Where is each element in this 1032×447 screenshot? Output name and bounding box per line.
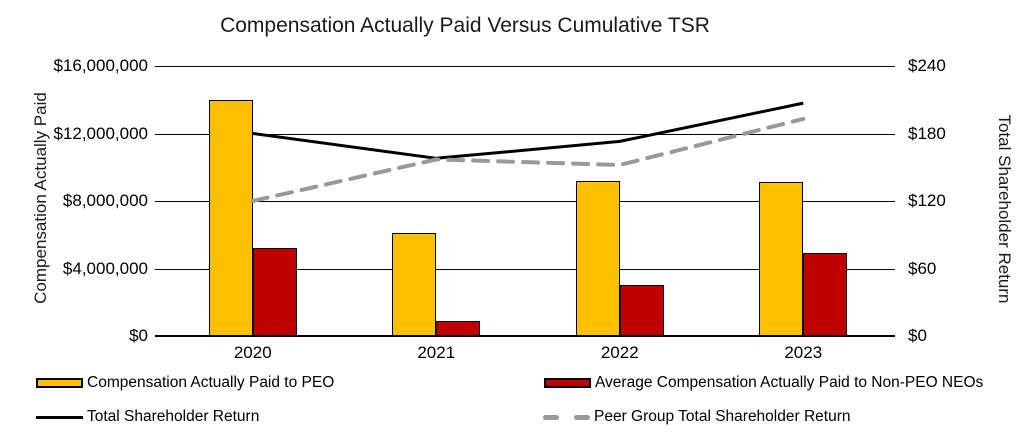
left-tick-label: $0 (129, 326, 148, 345)
peo-bar-swatch-icon (36, 378, 83, 388)
bars-layer (161, 66, 895, 336)
peo-cap-bar-2020 (209, 100, 253, 336)
legend-label-peer-tsr: Peer Group Total Shareholder Return (594, 408, 851, 425)
left-tick-label: $16,000,000 (53, 56, 148, 75)
legend-item-peer-tsr: Peer Group Total Shareholder Return (543, 408, 850, 426)
right-tick-label: $120 (908, 191, 946, 210)
legend-label-nonpeo-cap: Average Compensation Actually Paid to No… (595, 374, 984, 391)
peer-tsr-dash-swatch-icon (543, 414, 590, 420)
left-tick-label: $8,000,000 (62, 191, 148, 210)
nonpeo-cap-bar-2021 (436, 321, 480, 336)
dash-segment-icon (543, 414, 559, 420)
x-tick-label: 2022 (600, 343, 639, 362)
peo-cap-bar-2021 (392, 233, 436, 336)
tsr-line-swatch-icon (36, 415, 83, 419)
tsr-line (252, 101, 804, 160)
right-tick-label: $0 (908, 326, 927, 345)
left-tick-label: $12,000,000 (53, 123, 148, 143)
chart-title: Compensation Actually Paid Versus Cumula… (220, 14, 710, 37)
x-axis-baseline (155, 335, 895, 337)
gridline (155, 201, 895, 202)
gridline (155, 268, 895, 270)
legend-label-tsr: Total Shareholder Return (87, 408, 260, 425)
x-tick-label: 2021 (417, 343, 456, 362)
peo-cap-bar-2023 (759, 182, 803, 336)
nonpeo-cap-bar-2023 (803, 253, 847, 336)
right-tick-label: $60 (908, 258, 937, 278)
legend-label-peo-cap: Compensation Actually Paid to PEO (87, 374, 335, 391)
gridline (155, 66, 895, 67)
right-tick-label: $240 (908, 56, 946, 75)
dash-segment-icon (574, 414, 590, 420)
gridline (155, 133, 895, 135)
peer-tsr-line (250, 116, 806, 203)
peo-cap-bar-2022 (576, 181, 620, 336)
right-tick-label: $180 (908, 123, 946, 143)
legend-item-peo-cap: Compensation Actually Paid to PEO (36, 374, 334, 392)
legend-item-tsr: Total Shareholder Return (36, 408, 259, 426)
x-tick-label: 2023 (784, 343, 823, 362)
nonpeo-cap-bar-2022 (620, 285, 664, 336)
lines-layer (250, 101, 806, 203)
nonpeo-cap-bar-2020 (253, 248, 297, 336)
left-tick-label: $4,000,000 (62, 258, 148, 278)
legend-item-nonpeo-cap: Average Compensation Actually Paid to No… (544, 374, 983, 392)
x-tick-label: 2020 (233, 343, 272, 362)
nonpeo-bar-swatch-icon (544, 378, 591, 388)
